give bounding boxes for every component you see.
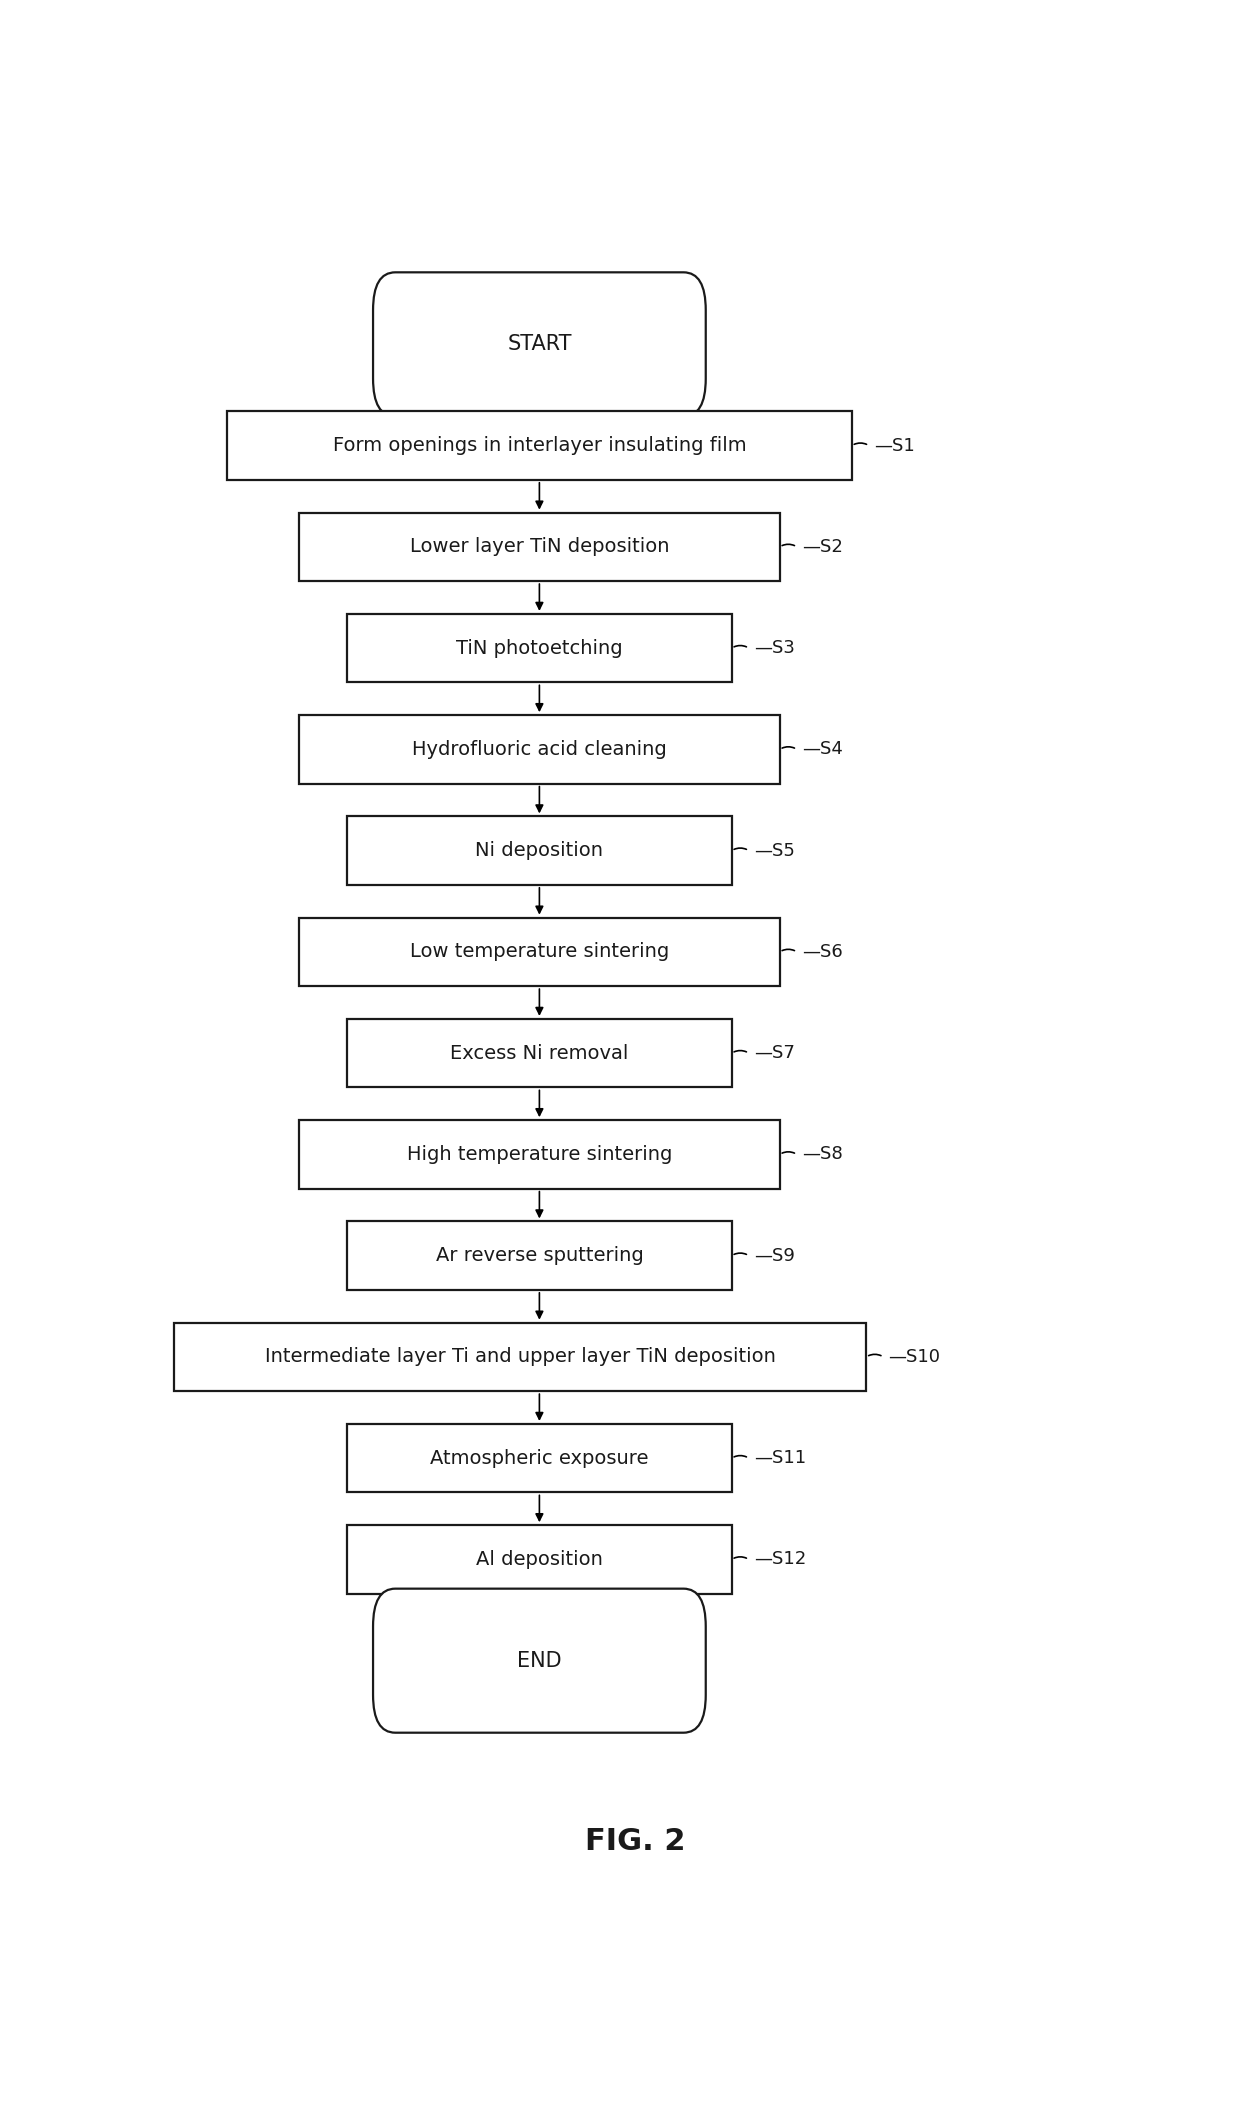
Bar	[347, 1525, 732, 1593]
Text: —S4: —S4	[802, 740, 843, 759]
Text: —S3: —S3	[754, 638, 795, 658]
Bar	[299, 918, 780, 986]
Text: START: START	[507, 335, 572, 354]
Bar	[347, 613, 732, 683]
Text: Excess Ni removal: Excess Ni removal	[450, 1044, 629, 1063]
Text: TiN photoetching: TiN photoetching	[456, 638, 622, 658]
Text: Al deposition: Al deposition	[476, 1550, 603, 1570]
Text: Hydrofluoric acid cleaning: Hydrofluoric acid cleaning	[412, 740, 667, 759]
Bar	[347, 817, 732, 884]
Text: Atmospheric exposure: Atmospheric exposure	[430, 1449, 649, 1468]
Text: —S2: —S2	[802, 539, 843, 556]
Text: Ar reverse sputtering: Ar reverse sputtering	[435, 1247, 644, 1264]
Text: —S8: —S8	[802, 1145, 842, 1164]
Bar	[299, 1120, 780, 1188]
Text: —S9: —S9	[754, 1247, 795, 1264]
Text: Ni deposition: Ni deposition	[475, 842, 604, 861]
Text: —S10: —S10	[888, 1349, 940, 1366]
FancyBboxPatch shape	[373, 271, 706, 416]
Bar	[299, 513, 780, 581]
Text: —S11: —S11	[754, 1449, 806, 1468]
Bar	[347, 1222, 732, 1290]
Text: —S7: —S7	[754, 1044, 795, 1063]
Text: FIG. 2: FIG. 2	[585, 1828, 686, 1856]
Text: —S6: —S6	[802, 944, 842, 961]
Text: High temperature sintering: High temperature sintering	[407, 1145, 672, 1164]
Bar	[299, 715, 780, 783]
Text: —S12: —S12	[754, 1550, 806, 1567]
Text: Lower layer TiN deposition: Lower layer TiN deposition	[409, 537, 670, 556]
Text: Form openings in interlayer insulating film: Form openings in interlayer insulating f…	[332, 437, 746, 456]
Bar	[227, 411, 852, 479]
Text: Intermediate layer Ti and upper layer TiN deposition: Intermediate layer Ti and upper layer Ti…	[265, 1347, 775, 1366]
Text: —S1: —S1	[874, 437, 915, 454]
Text: —S5: —S5	[754, 842, 795, 859]
Bar	[174, 1324, 866, 1391]
Text: END: END	[517, 1650, 562, 1671]
FancyBboxPatch shape	[373, 1589, 706, 1733]
Bar	[347, 1423, 732, 1493]
Bar	[347, 1018, 732, 1088]
Text: Low temperature sintering: Low temperature sintering	[409, 942, 670, 961]
